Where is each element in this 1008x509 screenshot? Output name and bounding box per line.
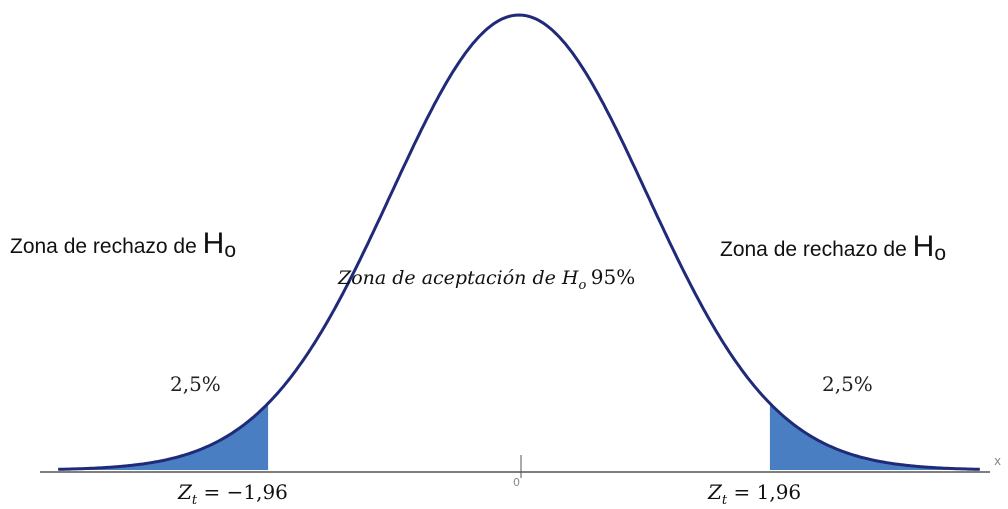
z-right-value: = 1,96 <box>727 480 802 504</box>
z-right-sub: t <box>721 493 728 508</box>
left-rejection-area <box>58 403 269 470</box>
reject-left-h-sub: o <box>224 239 236 262</box>
reject-zone-left-label: Zona de rechazo de Ho <box>10 227 236 262</box>
x-axis-label: x <box>994 454 1001 468</box>
reject-right-h: H <box>912 230 935 263</box>
reject-right-text: Zona de rechazo de <box>720 238 913 261</box>
reject-zone-right-label: Zona de rechazo de Ho <box>720 230 946 265</box>
z-critical-left-label: Zt = −1,96 <box>178 480 288 508</box>
reject-left-text: Zona de rechazo de <box>10 235 203 258</box>
accept-percent: 95% <box>590 265 636 289</box>
accept-h-sub: o <box>578 278 587 293</box>
reject-right-h-sub: o <box>934 242 946 265</box>
right-rejection-area <box>769 403 980 470</box>
accept-zone-label: Zona de aceptación de Ho 95% <box>338 265 636 293</box>
z-left-value: = −1,96 <box>197 480 288 504</box>
z-left-sub: t <box>191 493 198 508</box>
left-tail-percent: 2,5% <box>170 372 221 396</box>
z-critical-right-label: Zt = 1,96 <box>708 480 802 508</box>
normal-curve <box>58 13 980 471</box>
accept-h: H <box>561 267 579 289</box>
accept-text: Zona de aceptación de <box>338 267 562 289</box>
z-left-symbol: Z <box>178 480 192 504</box>
center-tick-label: 0 <box>513 476 520 489</box>
z-right-symbol: Z <box>708 480 722 504</box>
right-tail-percent: 2,5% <box>822 372 873 396</box>
reject-left-h: H <box>202 227 225 260</box>
